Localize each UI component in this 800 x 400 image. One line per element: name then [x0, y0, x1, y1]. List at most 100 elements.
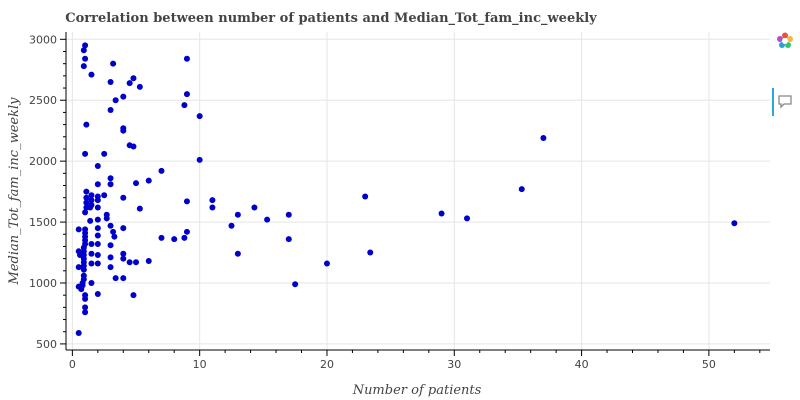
data-point	[126, 259, 133, 266]
data-point	[75, 264, 82, 271]
data-point	[82, 42, 89, 49]
data-point	[130, 75, 137, 82]
data-point	[94, 225, 101, 232]
data-point	[183, 55, 190, 62]
data-point	[94, 260, 101, 267]
data-point	[183, 228, 190, 235]
data-point	[285, 236, 292, 243]
data-point	[75, 283, 82, 290]
data-point	[367, 249, 374, 256]
data-point	[196, 156, 203, 163]
data-point	[292, 281, 299, 288]
data-point	[107, 175, 114, 182]
x-axis-label: Number of patients	[352, 383, 482, 398]
data-point	[171, 236, 178, 243]
hover-tool-icon[interactable]	[776, 92, 794, 110]
data-point	[112, 275, 119, 282]
data-point	[80, 63, 87, 70]
data-point	[94, 181, 101, 188]
y-tick-label: 2000	[29, 155, 57, 168]
data-point	[362, 193, 369, 200]
data-point	[107, 242, 114, 249]
data-point	[83, 188, 90, 195]
data-point	[518, 186, 525, 193]
data-point	[82, 209, 89, 216]
active-tool-indicator	[772, 88, 774, 116]
data-point	[126, 80, 133, 87]
data-point	[94, 216, 101, 223]
data-point	[94, 251, 101, 258]
data-point	[110, 60, 117, 67]
data-point	[110, 228, 117, 235]
data-point	[136, 83, 143, 90]
data-point	[464, 215, 471, 222]
data-point	[183, 91, 190, 98]
x-tick-label: 20	[320, 358, 334, 371]
data-point	[94, 193, 101, 200]
data-point	[120, 93, 127, 100]
data-point	[88, 192, 95, 199]
data-point	[209, 197, 216, 204]
data-point	[120, 225, 127, 232]
x-tick-label: 10	[193, 358, 207, 371]
data-point	[133, 259, 140, 266]
data-point	[285, 211, 292, 218]
data-point	[88, 279, 95, 286]
data-point	[731, 220, 738, 227]
data-point	[120, 275, 127, 282]
chart-toolbar	[770, 28, 798, 116]
data-point	[80, 47, 87, 54]
x-tick-label: 50	[702, 358, 716, 371]
data-point	[82, 309, 89, 316]
data-point	[80, 272, 87, 279]
data-point	[107, 106, 114, 113]
data-point	[107, 78, 114, 85]
data-point	[82, 150, 89, 157]
x-tick-label: 40	[575, 358, 589, 371]
data-point	[264, 216, 271, 223]
data-point	[196, 113, 203, 120]
data-point	[130, 143, 137, 150]
data-point	[88, 260, 95, 267]
data-points	[75, 42, 738, 336]
data-point	[120, 250, 127, 257]
data-point	[158, 167, 165, 174]
x-tick-label: 30	[447, 358, 461, 371]
data-point	[112, 97, 119, 104]
data-point	[82, 55, 89, 62]
data-point	[234, 250, 241, 257]
data-point	[130, 292, 137, 299]
data-point	[101, 150, 108, 157]
data-point	[77, 251, 84, 258]
data-point	[83, 121, 90, 128]
data-point	[183, 198, 190, 205]
data-point	[107, 222, 114, 229]
data-point	[136, 205, 143, 212]
data-point	[83, 199, 90, 206]
data-point	[88, 241, 95, 247]
bokeh-logo-icon[interactable]	[776, 32, 794, 50]
x-tick-label: 0	[69, 358, 76, 371]
data-point	[94, 290, 101, 297]
data-point	[103, 215, 110, 222]
data-point	[82, 295, 89, 302]
chart-title: Correlation between number of patients a…	[65, 11, 597, 26]
data-point	[107, 181, 114, 188]
data-point	[120, 194, 127, 201]
data-point	[94, 204, 101, 211]
data-point	[438, 210, 445, 217]
data-point	[101, 192, 108, 199]
data-point	[107, 264, 114, 271]
y-axis-label: Median_Tot_fam_inc_weekly	[7, 97, 22, 286]
data-point	[181, 102, 188, 109]
data-point	[87, 217, 94, 224]
axes: 0 10 20 30 40 50 500 1000 1500 2000 2500 3000	[29, 32, 770, 371]
y-tick-label: 3000	[29, 33, 57, 46]
data-point	[88, 250, 95, 257]
data-point	[158, 234, 165, 241]
y-tick-label: 500	[36, 338, 57, 351]
data-point	[88, 202, 95, 209]
data-point	[120, 255, 127, 262]
data-point	[107, 254, 114, 261]
